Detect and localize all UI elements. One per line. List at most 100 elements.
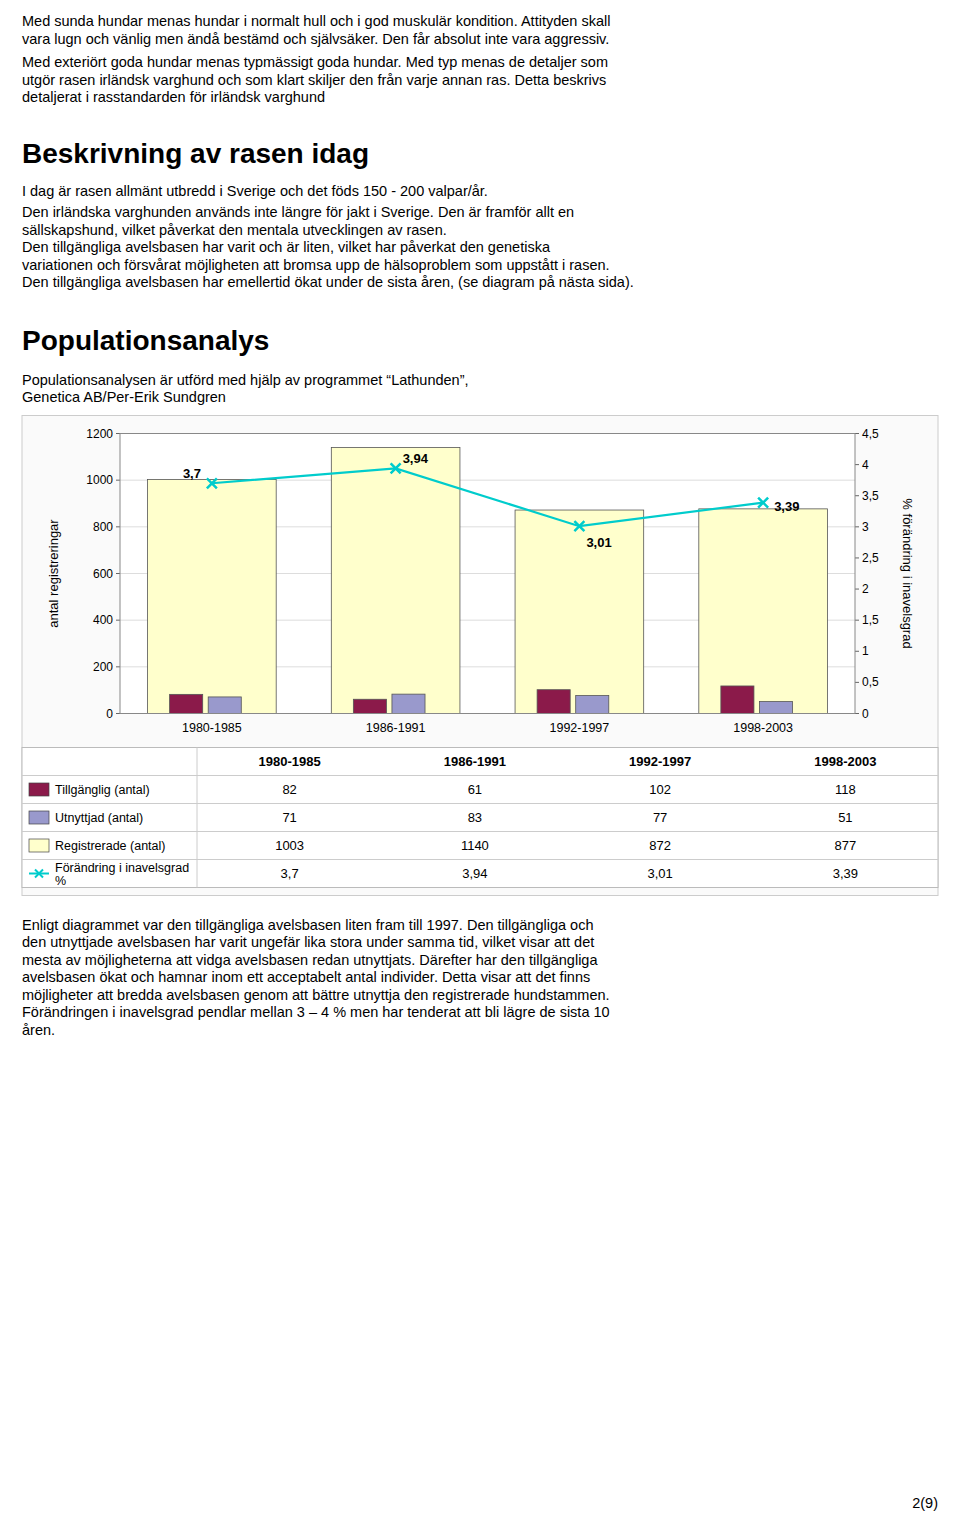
table-value: 1003 bbox=[275, 838, 304, 853]
y-axis-label: antal registreringar bbox=[46, 519, 61, 628]
marker bbox=[207, 478, 217, 488]
bar bbox=[699, 509, 828, 714]
bar bbox=[392, 694, 425, 713]
table-value: 3,94 bbox=[462, 866, 487, 881]
bar bbox=[148, 479, 277, 713]
paragraph-line: Med sunda hundar menas hundar i normalt … bbox=[22, 13, 610, 29]
bar bbox=[331, 448, 460, 714]
paragraph-line: avelsbasen ökat och hamnar inom ett acce… bbox=[22, 969, 590, 985]
y2-tick-label: 1 bbox=[862, 644, 869, 658]
legend-entry-line: Förändring i inavelsgrad bbox=[55, 861, 189, 875]
y-tick-label: 800 bbox=[93, 520, 113, 534]
legend-entry-line: % bbox=[55, 874, 66, 888]
marker bbox=[758, 498, 768, 508]
marker bbox=[391, 463, 401, 473]
data-label: 3,94 bbox=[403, 451, 429, 466]
table-value: 77 bbox=[653, 810, 667, 825]
y-tick-label: 400 bbox=[93, 613, 113, 627]
paragraph-line: sällskapshund, vilket påverkat den menta… bbox=[22, 222, 447, 238]
table-value: 82 bbox=[282, 782, 296, 797]
tick bbox=[116, 433, 120, 434]
table-value: 118 bbox=[835, 782, 856, 797]
y2-tick-label: 4,5 bbox=[862, 427, 879, 441]
tick bbox=[855, 682, 859, 683]
legend-swatch bbox=[35, 870, 43, 878]
tick bbox=[855, 589, 859, 590]
table-header: 1998-2003 bbox=[814, 754, 876, 769]
table-rule bbox=[22, 831, 938, 832]
plot-area bbox=[120, 434, 855, 714]
y2-tick-label: 2 bbox=[862, 582, 869, 596]
bar bbox=[759, 702, 792, 714]
data-label: 3,7 bbox=[183, 466, 201, 481]
paragraph-line: variationen och försvårat möjligheten at… bbox=[22, 257, 610, 273]
paragraph-line: möjligheter att bredda avelsbasen genom … bbox=[22, 987, 610, 1003]
y2-tick-label: 3 bbox=[862, 520, 869, 534]
paragraph-line: I dag är rasen allmänt utbredd i Sverige… bbox=[22, 183, 488, 199]
heading: Beskrivning av rasen idag bbox=[22, 138, 369, 169]
paragraph-line: åren. bbox=[22, 1022, 55, 1038]
paragraph-line: vara lugn och vänlig men ändå bestämd oc… bbox=[22, 31, 609, 47]
legend-swatch bbox=[29, 811, 49, 824]
tick bbox=[116, 666, 120, 667]
legend-entry: Registrerade (antal) bbox=[55, 839, 165, 853]
legend-entry: Tillgänglig (antal) bbox=[55, 783, 150, 797]
x-tick-label: 1986-1991 bbox=[366, 721, 426, 735]
legend-swatch bbox=[29, 783, 49, 796]
y2-tick-label: 2,5 bbox=[862, 551, 879, 565]
tick bbox=[855, 526, 859, 527]
table-value: 877 bbox=[835, 838, 857, 853]
y-tick-label: 0 bbox=[106, 707, 113, 721]
y2-tick-label: 3,5 bbox=[862, 489, 879, 503]
y-tick-label: 600 bbox=[93, 567, 113, 581]
table-rule bbox=[22, 803, 938, 804]
table-value: 51 bbox=[838, 810, 852, 825]
bar bbox=[208, 697, 241, 714]
y2-tick-label: 4 bbox=[862, 458, 869, 472]
data-label: 3,01 bbox=[586, 535, 611, 550]
line bbox=[212, 468, 763, 526]
bar bbox=[353, 699, 386, 713]
table-value: 872 bbox=[649, 838, 671, 853]
x-tick-label: 1980-1985 bbox=[182, 721, 242, 735]
data-labels: 3,7 3,94 3,01 3,39 bbox=[183, 451, 800, 550]
marker bbox=[574, 521, 584, 531]
table-header: 1980-1985 bbox=[259, 754, 321, 769]
paragraph-line: Populationsanalysen är utförd med hjälp … bbox=[22, 372, 469, 388]
legend-table: 1980-19851986-19911992-19971998-2003Till… bbox=[22, 748, 938, 888]
tick bbox=[116, 573, 120, 574]
x-tick-label: 1992-1997 bbox=[549, 721, 609, 735]
paragraph-line: Enligt diagrammet var den tillgängliga a… bbox=[22, 917, 593, 933]
legend-entry-line: Utnyttjad (antal) bbox=[55, 811, 143, 825]
paragraph-line: detaljerat i rasstandarden för irländsk … bbox=[22, 89, 325, 105]
table-value: 3,39 bbox=[833, 866, 858, 881]
paragraph-line: utgör rasen irländsk varghund och som kl… bbox=[22, 72, 606, 88]
paragraph-line: Den irländska varghunden används inte lä… bbox=[22, 204, 574, 220]
legend-entry: Förändring i inavelsgrad% bbox=[55, 861, 189, 888]
bar bbox=[576, 696, 609, 714]
tick bbox=[855, 464, 859, 465]
page-number: 2(9) bbox=[912, 1495, 938, 1511]
legend-entry-line: Tillgänglig (antal) bbox=[55, 783, 150, 797]
table-rule bbox=[22, 775, 938, 776]
data-label: 3,39 bbox=[774, 499, 799, 514]
table-value: 71 bbox=[282, 810, 296, 825]
paragraph-line: Genetica AB/Per-Erik Sundgren bbox=[22, 389, 226, 405]
y2-tick-label: 0,5 bbox=[862, 675, 879, 689]
table-value: 102 bbox=[649, 782, 671, 797]
y2-tick-label: 0 bbox=[862, 707, 869, 721]
tick bbox=[116, 713, 120, 714]
y2-axis-label: % förändring i inavelsgrad bbox=[900, 498, 915, 648]
y-tick-label: 1000 bbox=[86, 473, 113, 487]
tick bbox=[855, 620, 859, 621]
legend-entry-line: Registrerade (antal) bbox=[55, 839, 165, 853]
tick bbox=[116, 620, 120, 621]
plot-frame bbox=[120, 434, 855, 714]
table-value: 3,7 bbox=[281, 866, 299, 881]
tick bbox=[116, 526, 120, 527]
y-tick-label: 1200 bbox=[86, 427, 113, 441]
table-rule bbox=[197, 748, 198, 888]
table-value: 3,01 bbox=[647, 866, 672, 881]
table-value: 61 bbox=[468, 782, 482, 797]
bar bbox=[170, 694, 203, 713]
